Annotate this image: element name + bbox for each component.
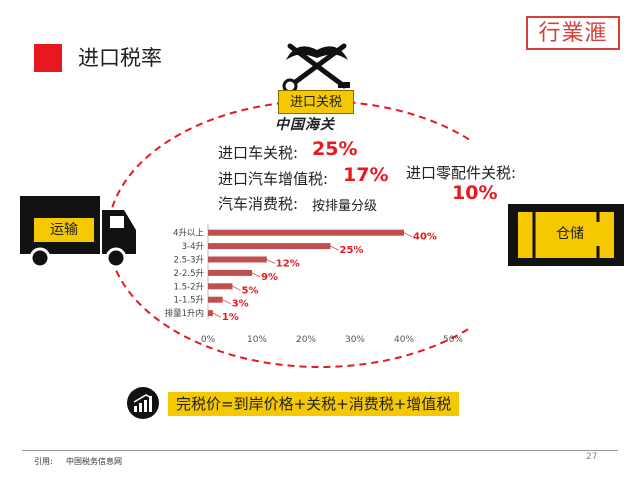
category-label: 1-1.5升 — [174, 295, 205, 306]
x-tick-label: 0% — [201, 335, 216, 345]
customs-name: 中国海关 — [275, 117, 335, 133]
label-leader — [266, 259, 275, 264]
bar — [208, 310, 213, 317]
bar — [208, 256, 267, 263]
bar — [208, 283, 233, 290]
x-tick-label: 10% — [247, 335, 267, 345]
x-tick-label: 40% — [394, 335, 414, 345]
x-tick-label: 20% — [296, 335, 316, 345]
vat-value: 17% — [343, 164, 389, 186]
tax-formula: 完税价=到岸价格+关税+消费税+增值税 — [168, 392, 460, 416]
warehouse-label: 仓储 — [540, 222, 600, 246]
data-label: 3% — [232, 299, 249, 310]
page-title: 进口税率 — [78, 46, 162, 70]
data-label: 25% — [340, 245, 364, 256]
x-tick-label: 50% — [443, 335, 463, 345]
category-label: 排量1升内 — [165, 308, 204, 319]
label-leader — [330, 245, 339, 251]
label-leader — [222, 299, 231, 305]
customs-emblem-icon — [282, 43, 350, 94]
transport-label: 运输 — [34, 218, 94, 242]
x-tick-label: 30% — [345, 335, 365, 345]
category-label: 1.5-2升 — [174, 281, 205, 292]
consumption-tax-value: 按排量分级 — [312, 199, 378, 214]
footer-divider — [22, 450, 618, 451]
category-label: 4升以上 — [173, 228, 204, 239]
displacement-tax-chart: 4升以上 40% 3-4升 25% 2.5-3升 12% 2-2.5升 9% 1.5-2升 5% 1… — [165, 224, 463, 345]
data-label: 1% — [222, 312, 239, 323]
data-label: 9% — [261, 272, 278, 283]
label-leader — [251, 272, 261, 278]
footer-reference-label: 引用: — [34, 457, 53, 466]
label-leader — [403, 232, 413, 238]
category-label: 2-2.5升 — [174, 268, 205, 279]
vehicle-tariff-label: 进口车关税: — [218, 144, 299, 162]
bar — [208, 243, 331, 250]
page-number: 27 — [586, 452, 598, 462]
bar — [208, 229, 404, 236]
category-label: 3-4升 — [182, 241, 205, 252]
data-label: 40% — [413, 232, 437, 243]
brand-logo: 行業滙 — [526, 16, 620, 50]
label-leader — [212, 312, 222, 318]
vehicle-tariff-value: 25% — [312, 138, 358, 160]
bar — [208, 269, 253, 276]
data-label: 5% — [242, 285, 259, 296]
footer-source: 中国税务信息网 — [66, 457, 122, 466]
label-leader — [232, 285, 241, 291]
data-label: 12% — [276, 259, 300, 270]
parts-tariff-value: 10% — [452, 182, 498, 204]
category-label: 2.5-3升 — [174, 255, 205, 266]
consumption-tax-label: 汽车消费税: — [218, 195, 299, 213]
growth-chart-icon — [127, 387, 159, 419]
vat-label: 进口汽车增值税: — [218, 170, 329, 188]
customs-badge: 进口关税 — [278, 90, 354, 114]
title-marker — [34, 44, 62, 72]
bar — [208, 296, 223, 303]
parts-tariff-label: 进口零配件关税: — [406, 164, 517, 182]
